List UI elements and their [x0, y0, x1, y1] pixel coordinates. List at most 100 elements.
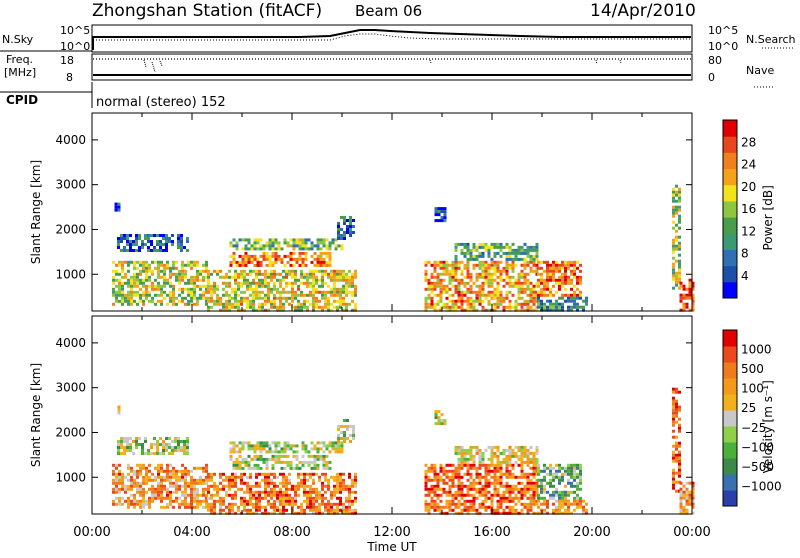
data-cell: [436, 508, 440, 512]
data-cell: [424, 463, 428, 467]
data-cell: [231, 505, 234, 509]
data-cell: [193, 499, 196, 503]
data-cell: [165, 240, 168, 243]
data-cell: [264, 299, 267, 303]
data-cell: [295, 444, 299, 448]
data-cell: [165, 443, 168, 446]
data-cell: [478, 451, 482, 455]
data-cell: [508, 251, 512, 255]
data-cell: [126, 234, 129, 237]
data-cell: [511, 490, 515, 494]
data-cell: [490, 499, 494, 503]
data-cell: [273, 502, 276, 506]
data-cell: [339, 299, 342, 303]
data-cell: [490, 242, 494, 246]
data-cell: [322, 257, 326, 261]
data-cell: [253, 454, 257, 458]
data-cell: [502, 284, 506, 288]
data-cell: [576, 472, 579, 476]
data-cell: [526, 278, 530, 282]
data-cell: [337, 425, 340, 428]
data-cell: [678, 220, 681, 224]
data-cell: [427, 505, 431, 509]
data-cell: [291, 284, 294, 288]
data-cell: [448, 299, 452, 303]
data-cell: [294, 493, 297, 497]
data-cell: [508, 511, 512, 515]
data-cell: [238, 454, 242, 458]
data-cell: [561, 499, 564, 503]
data-cell: [148, 499, 151, 503]
data-cell: [316, 247, 320, 251]
data-cell: [312, 290, 315, 294]
data-cell: [255, 493, 258, 497]
data-cell: [315, 472, 318, 476]
data-cell: [339, 275, 342, 279]
data-cell: [126, 240, 129, 243]
data-cell: [561, 275, 564, 279]
data-cell: [502, 448, 506, 452]
data-cell: [315, 275, 318, 279]
data-cell: [487, 281, 491, 285]
data-cell: [244, 460, 248, 464]
data-cell: [142, 487, 145, 491]
data-cell: [433, 284, 437, 288]
data-cell: [232, 450, 236, 454]
data-cell: [205, 269, 208, 273]
data-cell: [451, 278, 455, 282]
data-cell: [466, 287, 470, 291]
data-cell: [570, 305, 573, 309]
data-cell: [255, 290, 258, 294]
data-cell: [340, 237, 343, 240]
data-cell: [117, 246, 120, 249]
data-cell: [454, 493, 458, 497]
data-cell: [313, 257, 317, 261]
data-cell: [678, 462, 681, 466]
data-cell: [307, 463, 311, 467]
data-cell: [303, 490, 306, 494]
data-cell: [316, 241, 320, 245]
data-cell: [436, 299, 440, 303]
data-cell: [511, 487, 515, 491]
data-cell: [582, 305, 585, 309]
data-cell: [190, 266, 193, 270]
data-cell: [493, 263, 497, 267]
data-cell: [675, 444, 678, 448]
data-cell: [457, 475, 461, 479]
data-cell: [523, 490, 527, 494]
data-cell: [285, 484, 288, 488]
data-cell: [679, 508, 683, 512]
data-cell: [118, 278, 121, 282]
data-cell: [454, 275, 458, 279]
data-cell: [493, 508, 497, 512]
data-cell: [184, 281, 187, 285]
data-cell: [115, 466, 118, 470]
data-cell: [318, 511, 321, 515]
data-cell: [240, 496, 243, 500]
data-cell: [505, 281, 509, 285]
data-cell: [537, 469, 540, 473]
data-cell: [112, 472, 115, 476]
data-cell: [207, 305, 210, 309]
data-cell: [169, 296, 172, 300]
data-cell: [508, 302, 512, 306]
data-cell: [207, 475, 210, 479]
data-cell: [337, 225, 340, 228]
data-cell: [258, 499, 261, 503]
data-cell: [271, 260, 275, 264]
data-cell: [496, 281, 500, 285]
data-cell: [520, 496, 524, 500]
data-cell: [514, 305, 518, 309]
data-cell: [443, 219, 447, 223]
data-cell: [177, 449, 180, 452]
data-cell: [484, 478, 488, 482]
data-cell: [301, 263, 305, 267]
data-cell: [532, 493, 536, 497]
data-cell: [306, 478, 309, 482]
data-cell: [252, 496, 255, 500]
colorbar-frame: [722, 119, 738, 299]
data-cell: [540, 302, 543, 306]
data-cell: [334, 244, 338, 248]
data-cell: [439, 278, 443, 282]
data-cell: [678, 408, 681, 412]
